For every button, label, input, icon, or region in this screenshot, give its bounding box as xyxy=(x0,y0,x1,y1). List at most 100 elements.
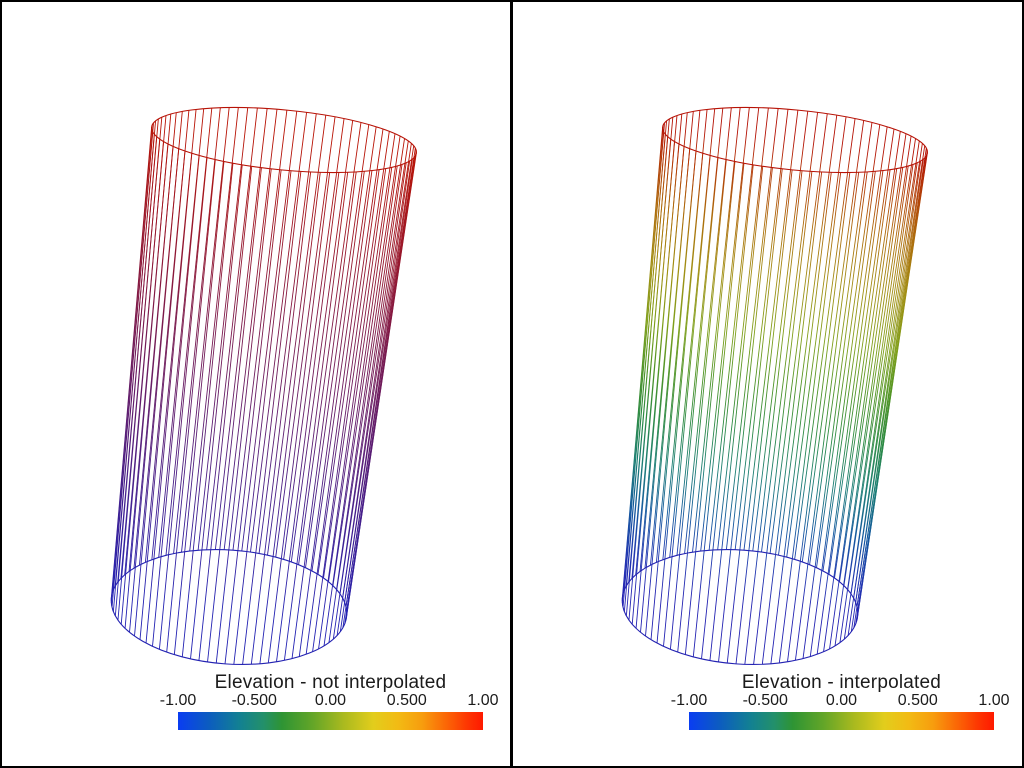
cylinder-side-line xyxy=(847,138,916,590)
colorbar-tick-label: 1.00 xyxy=(467,692,499,709)
cylinder-side-line xyxy=(669,157,719,650)
cylinder-side-line xyxy=(843,136,912,586)
cylinder-side-line xyxy=(206,107,258,550)
cylinder-side-line xyxy=(794,172,860,661)
cylinder-side-line xyxy=(855,145,926,603)
cylinder-side-line xyxy=(267,172,331,663)
cylinder-side-line xyxy=(644,112,688,569)
cylinder-side-line xyxy=(635,115,678,575)
cylinder-side-line xyxy=(725,108,779,550)
scalar-bar-title: Elevation - not interpolated xyxy=(214,672,447,693)
cylinder-side-line xyxy=(769,113,828,554)
cylinder-side-line xyxy=(275,116,336,558)
scalar-bar-gradient xyxy=(178,712,483,730)
cylinder-side-line xyxy=(787,172,851,662)
colorbar-tick-label: -1.00 xyxy=(670,692,708,709)
cylinder-side-line xyxy=(701,164,754,659)
cylinder-side-line xyxy=(700,107,750,552)
cylinder-side-line xyxy=(794,118,856,560)
cylinder-side-line xyxy=(655,110,701,563)
cylinder-side-line xyxy=(718,167,773,663)
scalar-bar-right: Elevation - interpolated -1.00 -0.500 0.00… xyxy=(671,672,1010,731)
cylinder-side-line xyxy=(189,107,239,552)
cylinder-side-line xyxy=(344,145,415,603)
scalar-bar-title: Elevation - interpolated xyxy=(741,672,942,693)
cylinder-side-line xyxy=(145,153,193,644)
cylinder-side-line xyxy=(346,150,417,612)
cylinder-side-line xyxy=(828,128,895,575)
cylinder-side-line xyxy=(298,171,365,657)
cylinder-side-line xyxy=(786,116,847,558)
cylinder-side-line xyxy=(291,171,357,659)
cylinder-side-line xyxy=(276,172,340,662)
render-viewport-left[interactable]: Elevation - not interpolated -1.00 -0.500… xyxy=(2,2,510,766)
cylinder-side-line xyxy=(692,163,745,657)
cylinder-side-line xyxy=(822,126,888,571)
cylinder-side-line xyxy=(753,171,813,665)
scalar-bar-left: Elevation - not interpolated -1.00 -0.500… xyxy=(160,672,499,731)
cylinder-side-line xyxy=(158,157,208,650)
cylinder-side-line xyxy=(709,166,764,661)
cylinder-side-line xyxy=(692,107,741,553)
cylinder-side-line xyxy=(120,117,163,579)
cylinder-side-line xyxy=(717,107,769,550)
cylinder-side-line xyxy=(734,109,789,550)
cylinder-side-line xyxy=(197,107,249,551)
cylinder-side-line xyxy=(128,113,172,572)
cylinder-side-line xyxy=(283,118,345,560)
render-viewport-right[interactable]: Elevation - interpolated -1.00 -0.500 0.00… xyxy=(513,2,1022,766)
cylinder-side-line xyxy=(165,108,213,556)
cylinder-side-line xyxy=(663,155,711,647)
cylinder-side-line xyxy=(158,108,205,558)
cylinder-bottom-rim xyxy=(110,548,348,666)
cylinder-side-line xyxy=(656,153,704,644)
cylinder-side-line xyxy=(770,172,832,664)
cylinder-side-line xyxy=(708,107,760,551)
cylinder-side-line xyxy=(850,140,920,594)
cylinder-side-line xyxy=(317,128,384,575)
colorbar-tick-label: 1.00 xyxy=(978,692,1010,709)
cylinder-side-line xyxy=(839,133,907,582)
cylinder-side-line xyxy=(215,168,272,664)
cylinder-side-line xyxy=(323,167,393,646)
cylinder-bottom-rim xyxy=(621,548,859,666)
cylinder-side-line xyxy=(332,136,401,586)
cylinder-side-line xyxy=(166,159,216,653)
cylinder-wireframe-not-interpolated xyxy=(110,106,417,666)
cylinder-side-line xyxy=(151,109,197,560)
cylinder-side-line xyxy=(761,112,819,553)
cylinder-side-line xyxy=(669,108,716,558)
cylinder-side-line xyxy=(623,122,665,591)
cylinder-side-line xyxy=(323,131,390,579)
cylinder-side-line xyxy=(318,168,387,649)
cylinder-side-line xyxy=(144,110,190,563)
cylinder-side-line xyxy=(662,109,708,560)
cylinder-side-line xyxy=(342,143,412,599)
cylinder-wireframe-interpolated xyxy=(621,106,928,666)
cylinder-side-line xyxy=(809,122,873,565)
cylinder-side-line xyxy=(853,143,923,599)
cylinder-side-line xyxy=(223,109,278,550)
cylinder-side-line xyxy=(625,120,668,587)
cylinder-side-line xyxy=(639,113,683,572)
cylinder-side-line xyxy=(224,169,282,664)
cylinder-side-line xyxy=(761,171,823,665)
cylinder-side-line xyxy=(259,172,321,664)
cylinder-side-line xyxy=(173,161,225,655)
cylinder-side-line xyxy=(336,138,405,590)
cylinder-side-line xyxy=(198,166,253,661)
cylinder-side-line xyxy=(207,167,262,663)
cylinder-side-line xyxy=(744,170,803,665)
cylinder-side-line xyxy=(631,117,674,579)
colorbar-tick-label: -0.500 xyxy=(231,692,277,709)
cylinder-side-line xyxy=(181,163,234,657)
scalar-bar-gradient xyxy=(689,712,994,730)
cylinder-side-line xyxy=(752,111,809,551)
cylinder-side-line xyxy=(258,113,317,554)
cylinder-side-line xyxy=(250,112,308,553)
cylinder-side-line xyxy=(214,108,268,550)
cylinder-side-line xyxy=(311,126,377,571)
colorbar-tick-label: -0.500 xyxy=(742,692,788,709)
cylinder-side-line xyxy=(181,107,230,553)
